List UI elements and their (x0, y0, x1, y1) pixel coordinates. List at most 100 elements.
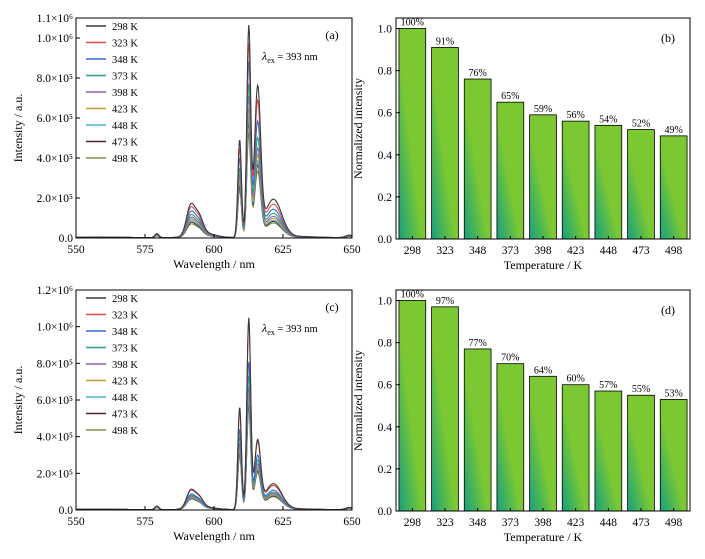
bar-value-label: 76% (468, 68, 486, 79)
bar-value-label: 56% (566, 110, 584, 121)
legend-entry: 448 K (112, 393, 138, 404)
bar-4 (529, 114, 557, 240)
panel-label: (b) (661, 31, 675, 45)
bar-value-label: 53% (664, 388, 682, 399)
y-axis-label: Normalized intensity (351, 350, 365, 451)
legend-entry: 448 K (112, 121, 138, 132)
x-tick-label: 625 (274, 516, 292, 528)
bar-0 (398, 300, 427, 512)
legend-entry: 423 K (112, 105, 138, 116)
bar-value-label: 52% (632, 119, 650, 130)
legend-entry: 398 K (112, 360, 138, 371)
bar-6 (594, 124, 623, 240)
y-tick-label: 0.0 (59, 505, 74, 517)
x-tick-label: 323 (436, 517, 454, 529)
chart-panel-3: 100% 298 97% 323 77% 348 70% 373 64% 398 60% 423 57%… (351, 289, 691, 544)
bar-1 (431, 47, 459, 240)
x-tick-label: 373 (502, 517, 520, 529)
y-tick-label: 2.0×10⁵ (37, 193, 73, 205)
legend-entry: 348 K (112, 327, 138, 338)
x-axis-label: Temperature / K (504, 258, 583, 272)
y-tick-label: 8.0×10⁵ (37, 73, 73, 85)
series-line-4 (75, 96, 353, 239)
bar-7 (627, 394, 655, 512)
bar-value-label: 55% (632, 384, 650, 395)
bar-value-label: 49% (664, 125, 682, 136)
legend-entry: 473 K (112, 410, 138, 421)
legend-entry: 498 K (112, 426, 138, 437)
x-tick-label: 600 (205, 244, 223, 256)
y-tick-label: 1.0 (378, 296, 393, 308)
y-tick-label: 1.0 (378, 24, 393, 36)
y-tick-label: 0.4 (378, 422, 393, 434)
bar-value-label: 100% (401, 18, 424, 29)
x-tick-label: 448 (600, 517, 618, 529)
y-tick-label: 4.0×10⁵ (37, 432, 73, 444)
bar-value-label: 77% (468, 338, 486, 349)
bar-2 (463, 78, 492, 240)
x-tick-label: 650 (343, 516, 361, 528)
x-tick-label: 550 (67, 244, 85, 256)
x-tick-label: 575 (136, 516, 154, 528)
y-tick-label: 0.6 (378, 380, 393, 392)
bar-value-label: 54% (599, 114, 617, 125)
y-tick-label: 0.0 (59, 233, 74, 245)
x-axis-label: Wavelength / nm (173, 529, 255, 543)
bar-0 (398, 28, 427, 240)
bar-4 (529, 375, 557, 512)
panel-label: (d) (661, 303, 675, 317)
bar-8 (659, 135, 688, 240)
legend-entry: 473 K (112, 138, 138, 149)
x-tick-label: 348 (469, 517, 487, 529)
x-axis-label: Wavelength / nm (173, 257, 255, 271)
y-tick-label: 6.0×10⁵ (37, 113, 73, 125)
y-tick-label: 2.0×10⁵ (37, 468, 73, 480)
x-tick-label: 600 (205, 516, 223, 528)
bar-5 (561, 384, 590, 512)
y-tick-label: 1.1×10⁶ (37, 13, 73, 25)
y-tick-label: 0.2 (378, 464, 393, 476)
legend-entry: 348 K (112, 55, 138, 66)
bar-value-label: 91% (436, 36, 454, 47)
bar-2 (463, 348, 492, 512)
x-tick-label: 498 (665, 517, 683, 529)
bar-5 (561, 120, 590, 240)
x-tick-label: 298 (404, 245, 422, 257)
x-tick-label: 650 (343, 244, 361, 256)
y-tick-label: 0.4 (378, 150, 393, 162)
chart-panel-2: 550 575 600 625 650 0.0 2.0×10⁵ 4.0×10⁵ 6.0×10⁵ 8… (11, 285, 361, 543)
y-tick-label: 1.2×10⁶ (37, 285, 73, 297)
y-tick-label: 1.0×10⁶ (37, 322, 73, 334)
bar-6 (594, 390, 623, 512)
legend-entry: 298 K (112, 22, 138, 33)
y-axis-label: Normalized intensity (351, 78, 365, 179)
x-tick-label: 323 (436, 245, 454, 257)
excitation-annotation: λex = 393 nm (261, 49, 318, 65)
plot-frame (395, 17, 691, 240)
series-line-4 (75, 386, 353, 511)
y-tick-label: 0.8 (378, 338, 393, 350)
bar-value-label: 64% (534, 365, 552, 376)
legend-entry: 423 K (112, 377, 138, 388)
legend-entry: 398 K (112, 88, 138, 99)
chart-panel-0: 550 575 600 625 650 0.0 2.0×10⁵ 4.0×10⁵ 6.0×10⁵ 8… (11, 13, 361, 271)
bar-value-label: 59% (534, 104, 552, 115)
plot-frame (395, 289, 691, 512)
y-tick-label: 0.2 (378, 192, 393, 204)
y-tick-label: 6.0×10⁵ (37, 395, 73, 407)
bar-value-label: 97% (436, 296, 454, 307)
x-tick-label: 423 (567, 245, 585, 257)
x-tick-label: 498 (665, 245, 683, 257)
legend-entry: 373 K (112, 72, 138, 83)
x-tick-label: 348 (469, 245, 487, 257)
x-tick-label: 398 (534, 517, 552, 529)
x-tick-label: 625 (274, 244, 292, 256)
y-tick-label: 0.0 (378, 234, 393, 246)
x-tick-label: 473 (632, 517, 650, 529)
bar-3 (496, 101, 525, 240)
y-tick-label: 4.0×10⁵ (37, 153, 73, 165)
x-tick-label: 423 (567, 517, 585, 529)
y-axis-label: Intensity / a.u. (11, 94, 25, 163)
bar-value-label: 57% (599, 380, 617, 391)
y-tick-label: 0.8 (378, 66, 393, 78)
